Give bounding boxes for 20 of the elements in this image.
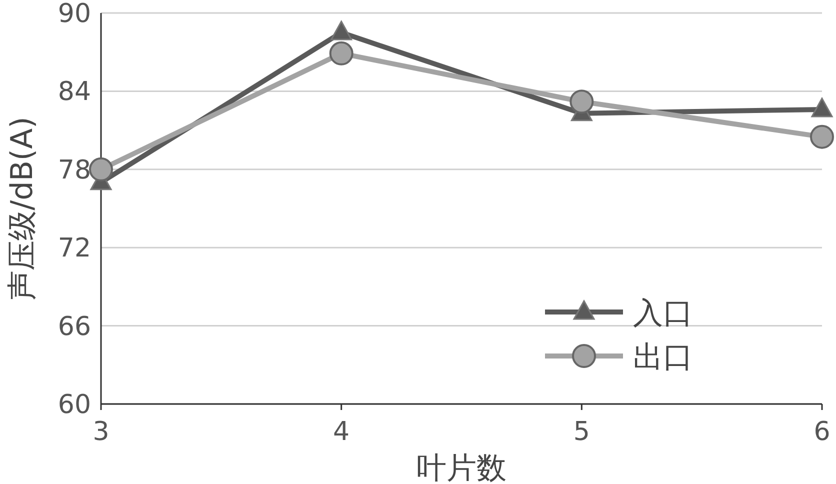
y-tick-label: 60 — [58, 390, 91, 420]
x-tick-label: 3 — [92, 417, 110, 447]
y-axis-title: 声压级/dB(A) — [5, 116, 40, 300]
y-tick-label: 78 — [58, 155, 91, 186]
point — [89, 157, 113, 182]
point — [329, 41, 354, 66]
point — [810, 124, 834, 149]
x-tick-label: 6 — [814, 417, 830, 447]
legend-label: 出口 — [633, 340, 693, 375]
y-tick-label: 66 — [58, 312, 91, 342]
point — [811, 98, 833, 118]
point — [330, 20, 352, 40]
x-axis-title: 叶片数 — [416, 451, 506, 484]
y-tick-label: 84 — [58, 77, 91, 108]
x-tick-label: 4 — [333, 417, 350, 447]
x-tick-label: 5 — [573, 417, 590, 447]
point — [570, 90, 594, 114]
y-tick-label: 72 — [58, 234, 91, 264]
y-tick-label: 90 — [58, 0, 91, 29]
legend-label: 入口 — [633, 296, 693, 331]
